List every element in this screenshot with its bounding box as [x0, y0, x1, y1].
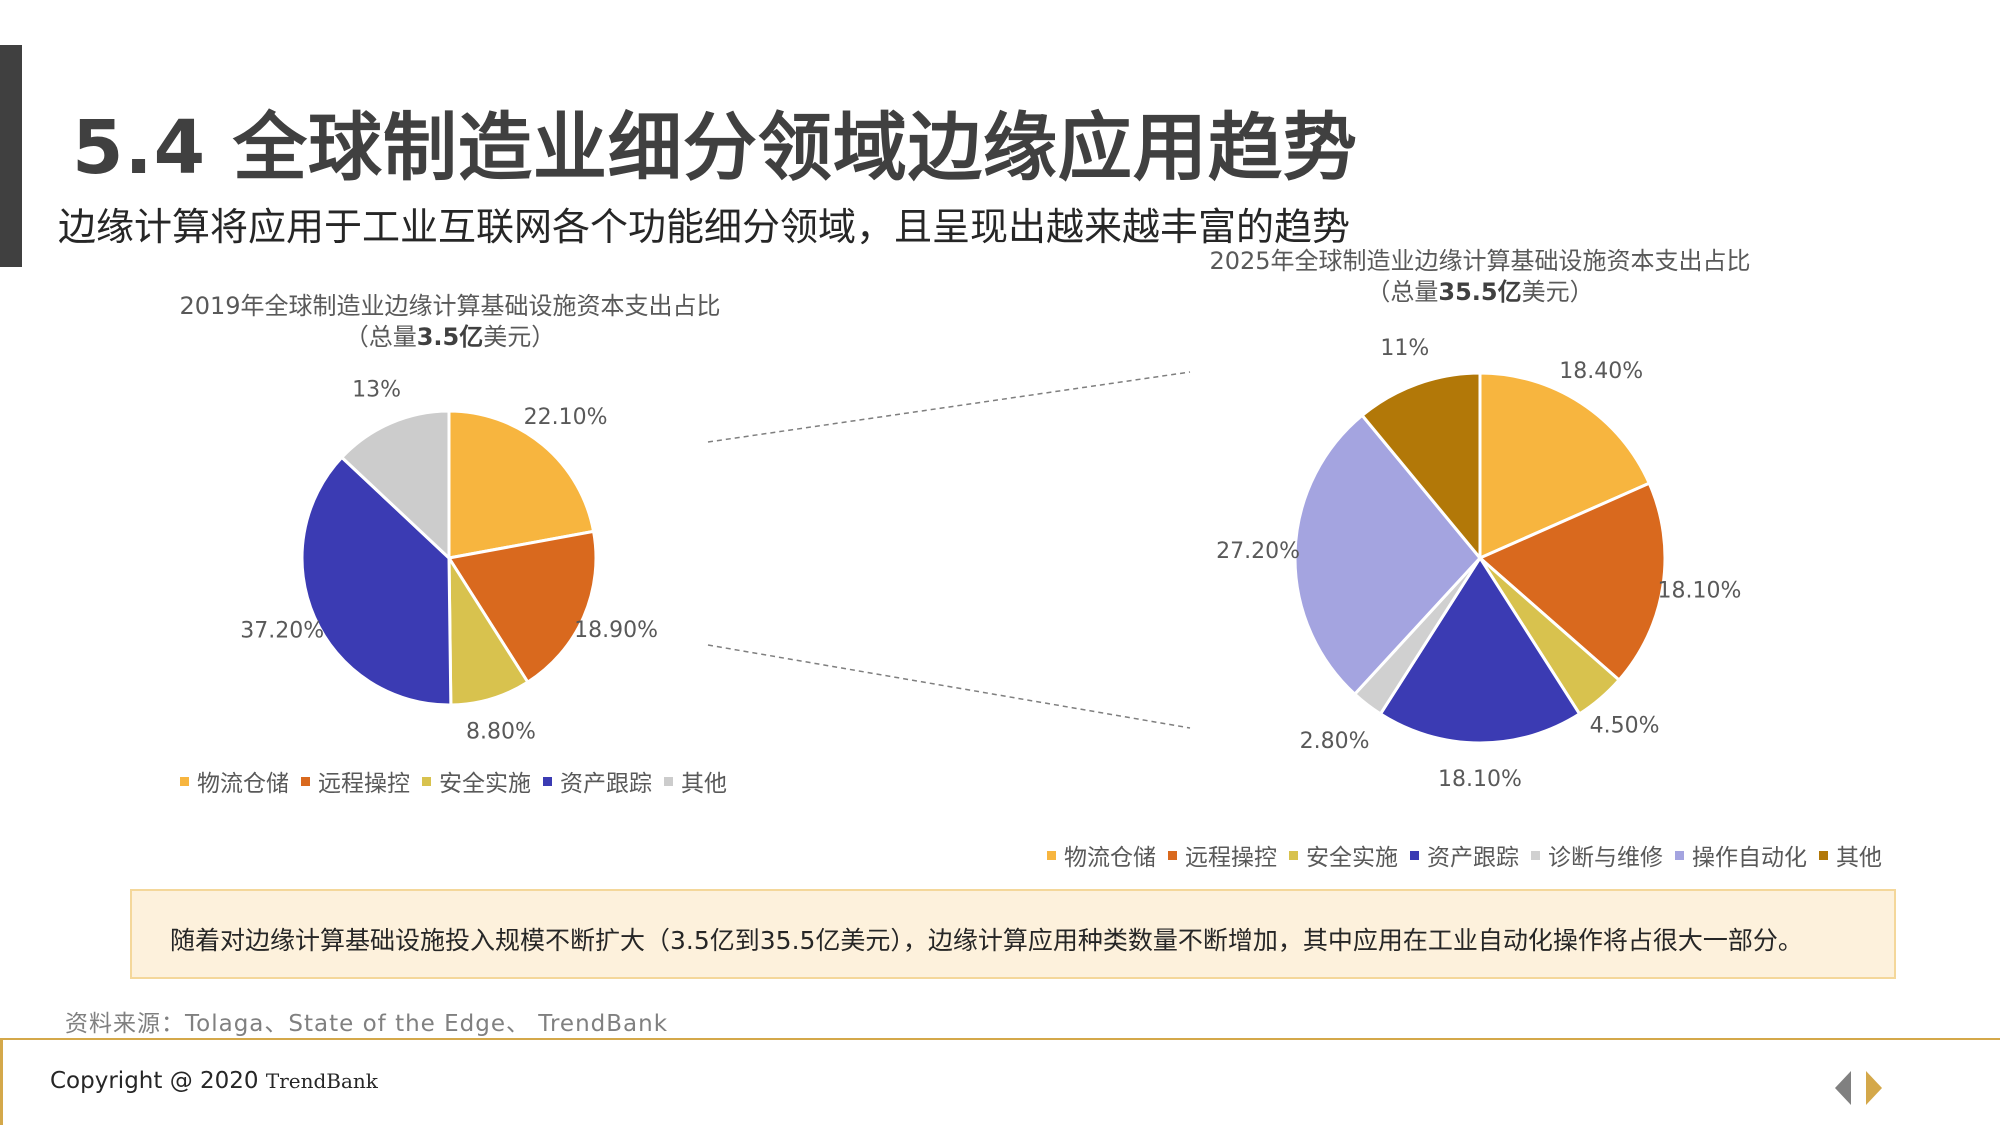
legend-item-2025-5: 诊断与维修	[1531, 838, 1663, 872]
legend-label: 远程操控	[1185, 845, 1277, 871]
chart-title-2025-main: 2025年全球制造业边缘计算基础设施资本支出占比	[1209, 247, 1751, 275]
legend-swatch	[543, 776, 552, 786]
legend-swatch	[1531, 850, 1540, 860]
legend-item-2019-3: 安全实施	[422, 764, 531, 798]
chart-sub-2025-total: 35.5亿	[1438, 278, 1522, 306]
legend-label: 远程操控	[318, 771, 410, 797]
page-subtitle: 边缘计算将应用于工业互联网各个功能细分领域，且呈现出越来越丰富的趋势	[58, 205, 1351, 249]
pie-label-2019-2: 18.90%	[574, 618, 658, 643]
legend-swatch	[1168, 850, 1177, 860]
pie-slice-2019-5	[339, 409, 451, 562]
legend-swatch	[301, 776, 310, 786]
legend-item-2025-3: 安全实施	[1289, 838, 1398, 872]
legend-swatch	[1289, 850, 1298, 860]
pie-slice-2025-1	[1478, 371, 1652, 561]
chart-title-2019-main: 2019年全球制造业边缘计算基础设施资本支出占比	[179, 292, 721, 320]
legend-label: 物流仓储	[1064, 845, 1156, 871]
legend-swatch	[1047, 850, 1056, 860]
legend-swatch	[1675, 850, 1684, 860]
legend-item-2019-4: 资产跟踪	[543, 764, 652, 798]
pie-label-2019-1: 22.10%	[524, 405, 608, 430]
footer-left-edge	[0, 1038, 3, 1125]
pie-label-2019-5: 13%	[352, 378, 401, 403]
chart-title-2019: 2019年全球制造业边缘计算基础设施资本支出占比 （总量3.5亿美元）	[170, 290, 730, 352]
source-citation: 资料来源：Tolaga、State of the Edge、 TrendBank	[65, 1011, 669, 1037]
legend-item-2025-2: 远程操控	[1168, 838, 1277, 872]
summary-note-box: 随着对边缘计算基础设施投入规模不断扩大（3.5亿到35.5亿美元），边缘计算应用…	[130, 889, 1896, 979]
legend-label: 物流仓储	[197, 771, 289, 797]
pie-label-2025-2: 18.10%	[1657, 579, 1741, 604]
legend-item-2025-4: 资产跟踪	[1410, 838, 1519, 872]
chart-sub-2019-suffix: 美元）	[483, 323, 556, 351]
chart-sub-2025-prefix: （总量	[1366, 278, 1439, 306]
pie-label-2025-5: 2.80%	[1300, 729, 1370, 754]
pie-label-2025-3: 4.50%	[1590, 713, 1660, 738]
legend-label: 诊断与维修	[1548, 845, 1663, 871]
pie-slice-2025-4	[1378, 555, 1582, 745]
chart-title-2025-sub: （总量35.5亿美元）	[1195, 277, 1765, 307]
prev-page-arrow-icon[interactable]	[1835, 1071, 1851, 1105]
next-page-arrow-icon[interactable]	[1866, 1071, 1882, 1105]
legend-label: 安全实施	[1306, 845, 1398, 871]
pie-label-2025-7: 11%	[1380, 336, 1429, 361]
legend-item-2019-1: 物流仓储	[180, 764, 289, 798]
pie-slice-2025-2	[1477, 481, 1667, 683]
pie-slice-2019-4	[300, 455, 453, 707]
legend-item-2019-5: 其他	[664, 764, 727, 798]
title-accent-bar	[0, 45, 22, 267]
connector-line-top	[707, 371, 1191, 443]
legend-label: 资产跟踪	[1427, 845, 1519, 871]
legend-2025: 物流仓储 远程操控 安全实施 资产跟踪 诊断与维修 操作自动化 其他	[1047, 838, 1894, 872]
pie-label-2019-3: 8.80%	[466, 720, 536, 745]
pie-slice-2019-2	[446, 529, 598, 685]
legend-label: 操作自动化	[1692, 845, 1807, 871]
legend-swatch	[422, 776, 431, 786]
connector-line-bottom	[707, 644, 1191, 729]
legend-swatch	[664, 776, 673, 786]
brand-name: TrendBank	[265, 1069, 378, 1093]
legend-item-2019-2: 远程操控	[301, 764, 410, 798]
legend-item-2025-7: 其他	[1819, 838, 1882, 872]
pie-label-2025-6: 27.20%	[1216, 539, 1300, 564]
chart-sub-2019-prefix: （总量	[344, 323, 417, 351]
legend-swatch	[1819, 850, 1828, 860]
legend-label: 其他	[1836, 845, 1882, 871]
legend-swatch	[180, 776, 189, 786]
legend-label: 安全实施	[439, 771, 531, 797]
pie-slice-2025-6	[1293, 413, 1482, 697]
copyright-text: Copyright @ 2020 TrendBank	[50, 1068, 378, 1094]
chart-sub-2025-suffix: 美元）	[1521, 278, 1594, 306]
pie-slice-2025-7	[1360, 371, 1482, 563]
footer-divider	[0, 1038, 2000, 1040]
chart-sub-2019-total: 3.5亿	[416, 323, 484, 351]
chart-title-2019-sub: （总量3.5亿美元）	[170, 322, 730, 352]
pie-slice-2019-1	[447, 409, 596, 560]
legend-2019: 物流仓储 远程操控 安全实施 资产跟踪 其他	[180, 764, 739, 798]
legend-item-2025-1: 物流仓储	[1047, 838, 1156, 872]
legend-swatch	[1410, 850, 1419, 860]
chart-title-2025: 2025年全球制造业边缘计算基础设施资本支出占比 （总量35.5亿美元）	[1195, 245, 1765, 307]
pie-label-2025-4: 18.10%	[1438, 767, 1522, 792]
legend-label: 资产跟踪	[560, 771, 652, 797]
legend-label: 其他	[681, 771, 727, 797]
copyright-label: Copyright @ 2020	[50, 1068, 266, 1094]
summary-note-text: 随着对边缘计算基础设施投入规模不断扩大（3.5亿到35.5亿美元），边缘计算应用…	[170, 926, 1803, 955]
page-title: 5.4 全球制造业细分领域边缘应用趋势	[72, 105, 1358, 191]
pie-label-2019-4: 37.20%	[240, 618, 324, 643]
pie-slice-2019-3	[447, 552, 530, 707]
pie-label-2025-1: 18.40%	[1559, 359, 1643, 384]
legend-item-2025-6: 操作自动化	[1675, 838, 1807, 872]
